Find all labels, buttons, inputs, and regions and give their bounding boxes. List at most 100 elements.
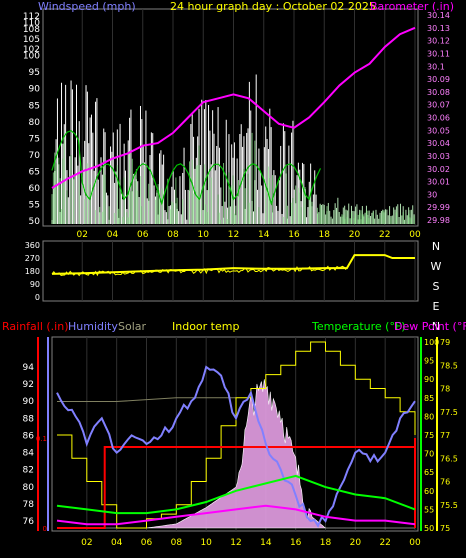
humidity-tick-label: 84 [23, 449, 35, 459]
wind-tick-label: 90 [29, 85, 41, 95]
wind-tick-label: 50 [29, 217, 41, 227]
baro-tick-label: 30.02 [427, 165, 450, 174]
humidity-tick-label: 90 [23, 397, 35, 407]
baro-tick-label: 30.01 [427, 178, 450, 187]
windspeed-axis-label: Windspeed (mph) [38, 0, 136, 13]
dir-compass-label: E [433, 300, 440, 313]
temp-x-tick-label: 02 [81, 538, 92, 548]
rainfall-line [57, 438, 416, 529]
humidity-tick-label: 94 [23, 363, 35, 373]
baro-tick-label: 30.11 [427, 49, 450, 58]
temp-tick-label: 85 [424, 394, 434, 403]
indoor-tick-label: 75.5 [440, 501, 458, 510]
dir-tick-label: 180 [25, 267, 40, 276]
wind-tick-label: 105 [23, 35, 40, 45]
baro-tick-label: 29.98 [427, 216, 450, 225]
humidity-tick-label: 80 [23, 483, 35, 493]
dir-tick-label: 270 [25, 254, 40, 263]
wind-x-tick-label: 22 [379, 230, 390, 240]
dir-compass-label: N [432, 240, 440, 253]
baro-tick-label: 30.06 [427, 114, 450, 123]
solar-max-line [57, 397, 236, 403]
humidity-tick-label: 82 [23, 466, 34, 476]
temp-tick-label: 60 [424, 487, 434, 496]
humidity-tick-label: 76 [23, 517, 35, 527]
temp-tick-label: 100 [424, 338, 439, 347]
legend-rainfall: Rainfall (.in) [2, 320, 69, 333]
wind-tick-label: 80 [29, 118, 41, 128]
rain-tick-label: 0.1 [36, 435, 47, 443]
dew-point-line [56, 504, 416, 526]
dir-tick-label: 90 [30, 280, 40, 289]
indoor-tick-label: 77.5 [440, 408, 458, 417]
indoor-tick-label: 75 [440, 524, 450, 533]
temp-x-tick-label: 00 [409, 538, 421, 548]
temp-x-tick-label: 06 [141, 538, 153, 548]
temp-tick-label: 55 [424, 505, 434, 514]
legend-humidity: Humidity [68, 320, 118, 333]
humidity-line [56, 365, 416, 528]
wind-x-tick-label: 08 [167, 230, 179, 240]
legend-temperature: Temperature (°F) [311, 320, 406, 333]
humidity-tick-label: 86 [23, 431, 35, 441]
legend-dew-point: Dew Point (°F) [394, 320, 466, 333]
wind-tick-label: 65 [29, 167, 40, 177]
indoor-tick-label: 78 [440, 385, 450, 394]
baro-tick-label: 29.99 [427, 203, 450, 212]
humidity-tick-label: 78 [23, 500, 35, 510]
temp-tick-label: 50 [424, 524, 434, 533]
dir-compass-label: W [431, 260, 442, 273]
indoor-tick-label: 76.5 [440, 454, 458, 463]
temp-x-tick-label: 16 [290, 538, 302, 548]
temp-x-tick-label: 22 [379, 538, 390, 548]
temp-tick-label: 65 [424, 468, 434, 477]
baro-tick-label: 30.09 [427, 75, 450, 84]
wind-x-tick-label: 06 [137, 230, 149, 240]
wind-tick-label: 75 [29, 134, 40, 144]
dir-tick-label: 360 [25, 241, 40, 250]
indoor-tick-label: 76 [440, 478, 450, 487]
wind-tick-label: 55 [29, 200, 40, 210]
temp-tick-label: 80 [424, 412, 434, 421]
temp-tick-label: 70 [424, 450, 434, 459]
wind-tick-label: 110 [23, 19, 40, 29]
temp-x-tick-label: 14 [260, 538, 272, 548]
wind-x-tick-label: 12 [228, 230, 239, 240]
dir-tick-label: 0 [35, 293, 40, 302]
wind-x-tick-label: 10 [198, 230, 210, 240]
wind-tick-label: 70 [29, 151, 41, 161]
humidity-tick-label: 92 [23, 380, 34, 390]
indoor-tick-label: 79 [440, 338, 450, 347]
temp-x-tick-label: 20 [350, 538, 362, 548]
wind-tick-label: 102 [23, 45, 40, 55]
humidity-tick-label: 88 [23, 414, 35, 424]
wind-x-tick-label: 02 [77, 230, 88, 240]
baro-tick-label: 30.13 [427, 24, 450, 33]
temp-tick-label: 95 [424, 357, 434, 366]
indoor-tick-label: 78.5 [440, 361, 458, 370]
temp-x-tick-label: 08 [171, 538, 183, 548]
baro-tick-label: 30.07 [427, 101, 450, 110]
wind-gust-line [51, 130, 322, 206]
legend-indoor-temp: Indoor temp [172, 320, 239, 333]
barometer-axis-label: Barometer (.in) [370, 0, 454, 13]
wind-tick-label: 60 [29, 184, 41, 194]
temp-x-tick-label: 12 [230, 538, 241, 548]
temp-x-tick-label: 04 [111, 538, 123, 548]
direction-panel-frame [42, 240, 419, 302]
dir-compass-label: N [432, 320, 440, 333]
dir-compass-label: S [433, 280, 440, 293]
temperature-line [56, 474, 416, 515]
wind-x-tick-label: 16 [288, 230, 300, 240]
wind-tick-label: 100 [23, 52, 40, 62]
baro-tick-label: 30.12 [427, 37, 450, 46]
wind-direction-jitter [51, 265, 347, 277]
baro-tick-label: 30.04 [427, 139, 450, 148]
wind-x-tick-label: 00 [409, 230, 421, 240]
temp-tick-label: 90 [424, 375, 434, 384]
wind-tick-label: 108 [23, 25, 40, 35]
wind-x-tick-label: 14 [258, 230, 270, 240]
baro-tick-label: 30 [427, 190, 437, 199]
